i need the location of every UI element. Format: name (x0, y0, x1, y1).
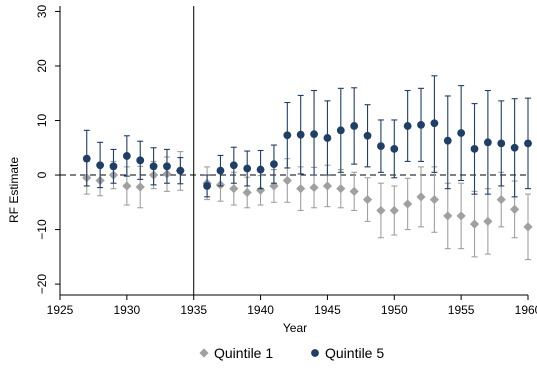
diamond-point (510, 204, 520, 214)
circle-point (216, 166, 225, 175)
circle-point (377, 142, 385, 151)
circle-point (483, 138, 492, 147)
circle-point (470, 144, 479, 153)
circle-point (417, 120, 425, 129)
circle-point (122, 152, 131, 160)
circle-point (457, 129, 466, 137)
circle-point (163, 162, 171, 171)
series-1 (82, 151, 533, 261)
x-tick-label: 1930 (114, 303, 141, 317)
legend-marker-1 (199, 348, 209, 358)
y-axis-label: RF Estimate (7, 157, 21, 223)
legend-label-1: Quintile 1 (214, 345, 273, 361)
y-tick-label: 10 (35, 114, 49, 128)
legend-marker-2 (311, 349, 319, 357)
diamond-point (229, 184, 239, 194)
circle-point (283, 131, 292, 140)
diamond-point (282, 175, 292, 186)
circle-point (270, 160, 278, 169)
circle-point (336, 126, 345, 135)
circle-point (390, 144, 399, 153)
diamond-point (296, 184, 306, 194)
diamond-point (443, 211, 453, 221)
circle-point (403, 122, 412, 130)
y-tick-label: 20 (35, 59, 49, 73)
diamond-point (389, 205, 399, 216)
plot-series (82, 75, 533, 261)
circle-point (149, 162, 158, 171)
diamond-point (469, 219, 480, 229)
circle-point (229, 161, 238, 170)
y-tick-label: −20 (35, 274, 49, 295)
circle-point (430, 119, 439, 128)
circle-point (310, 130, 318, 139)
reference-lines (60, 6, 528, 295)
diamond-point (336, 184, 346, 194)
circle-point (296, 130, 305, 139)
x-tick-label: 1935 (180, 303, 207, 317)
y-tick-label: −10 (35, 219, 49, 240)
legend: Quintile 1 Quintile 5 (199, 345, 384, 361)
circle-point (256, 165, 265, 174)
circle-point (136, 156, 145, 165)
circle-point (497, 139, 506, 148)
x-tick-label: 1925 (47, 303, 74, 317)
circle-point (109, 162, 118, 171)
diamond-point (523, 222, 533, 232)
x-tick-label: 1960 (515, 303, 537, 317)
diamond-point (255, 185, 266, 195)
x-tick-label: 1955 (448, 303, 475, 317)
diamond-point (122, 181, 132, 191)
diamond-point (496, 194, 506, 205)
x-tick-label: 1950 (381, 303, 408, 317)
circle-point (82, 154, 91, 163)
y-tick-label: 30 (35, 4, 49, 18)
circle-point (243, 164, 252, 173)
circle-point (510, 143, 519, 152)
circle-point (524, 139, 532, 148)
diamond-point (242, 187, 252, 198)
diamond-point (403, 199, 413, 209)
circle-point (323, 134, 332, 142)
diamond-point (376, 205, 386, 216)
diamond-point (309, 182, 319, 193)
y-tick-label: 0 (35, 171, 49, 178)
series-2 (82, 75, 532, 198)
circle-point (96, 161, 105, 170)
circle-point (176, 166, 185, 175)
x-tick-label: 1940 (247, 303, 274, 317)
legend-label-2: Quintile 5 (325, 345, 384, 361)
diamond-point (429, 194, 439, 205)
diamond-point (483, 216, 493, 226)
x-axis-label: Year (283, 321, 307, 335)
circle-point (350, 122, 359, 130)
diamond-point (322, 181, 333, 191)
diamond-point (349, 186, 359, 196)
circle-point (363, 131, 372, 140)
diamond-point (362, 194, 373, 205)
diamond-point (416, 192, 426, 202)
plot-axes: 1925 1930 1935 1940 1945 1950 1955 1960 −20 −10 0 1… (35, 4, 537, 317)
diamond-point (456, 211, 466, 221)
circle-point (443, 136, 452, 145)
diamond-point (135, 182, 145, 192)
x-tick-label: 1945 (314, 303, 341, 317)
circle-point (203, 182, 211, 190)
